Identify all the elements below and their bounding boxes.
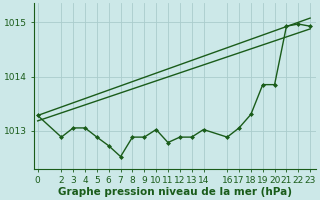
X-axis label: Graphe pression niveau de la mer (hPa): Graphe pression niveau de la mer (hPa) — [58, 187, 292, 197]
